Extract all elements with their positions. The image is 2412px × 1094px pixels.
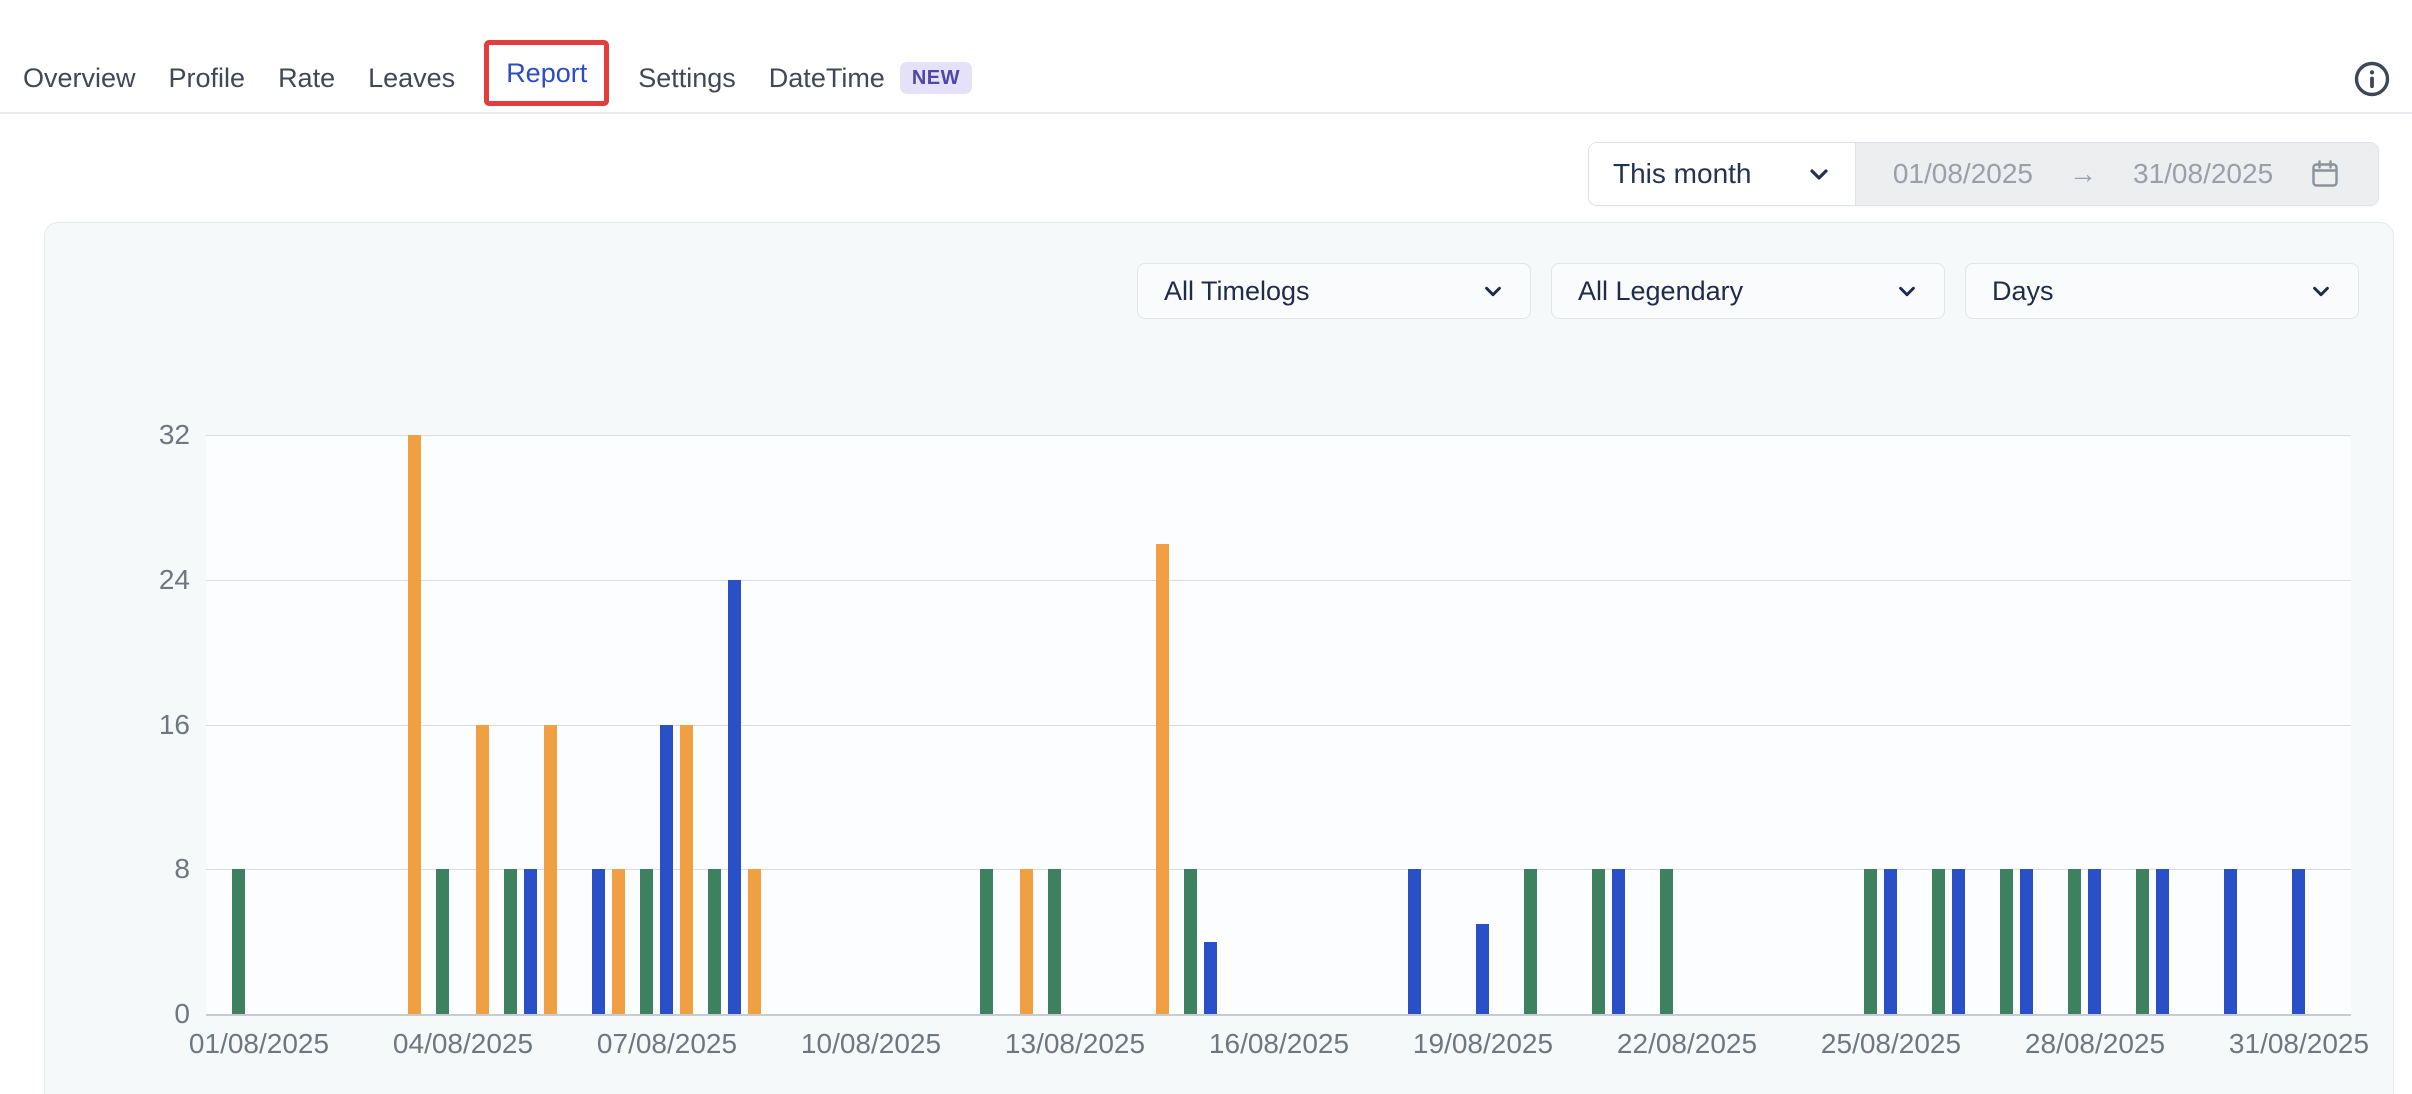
chart-filters: All Timelogs All Legendary Days <box>1137 263 2359 319</box>
y-axis-tick-label: 8 <box>174 853 190 885</box>
granularity-filter-label: Days <box>1992 275 2054 306</box>
arrow-right-icon: → <box>2069 158 2097 189</box>
bar-orange-04/08/2025 <box>476 724 489 1014</box>
info-icon[interactable] <box>2354 61 2390 97</box>
tab-leaves[interactable]: Leaves <box>368 63 456 93</box>
bar-green-08/08/2025 <box>708 869 721 1014</box>
x-axis-tick-label: 16/08/2025 <box>1208 1028 1350 1059</box>
y-axis-tick-label: 32 <box>158 419 190 450</box>
x-axis-tick-label: 31/08/2025 <box>2228 1028 2370 1059</box>
bar-green-13/08/2025 <box>1048 869 1061 1014</box>
bar-blue-27/08/2025 <box>2020 869 2033 1014</box>
bar-green-26/08/2025 <box>1932 869 1945 1014</box>
tab-report[interactable]: Report <box>506 58 588 88</box>
bar-blue-06/08/2025 <box>592 869 605 1014</box>
report-tab-highlight-box: Report <box>484 40 610 106</box>
gridline-y-0 <box>206 1014 2351 1016</box>
bar-orange-08/08/2025 <box>748 869 761 1014</box>
calendar-icon[interactable] <box>2309 158 2341 190</box>
bar-green-12/08/2025 <box>980 869 993 1014</box>
bar-blue-18/08/2025 <box>1408 869 1421 1014</box>
y-axis-tick-label: 0 <box>174 998 190 1029</box>
bar-blue-05/08/2025 <box>524 869 537 1014</box>
chevron-down-icon <box>1482 280 1504 302</box>
bar-green-21/08/2025 <box>1592 869 1605 1014</box>
chevron-down-icon <box>1807 162 1831 186</box>
legendary-filter-label: All Legendary <box>1578 275 1744 306</box>
bar-blue-30/08/2025 <box>2224 869 2237 1014</box>
gridline-y-8 <box>206 869 2351 871</box>
gridline-y-24 <box>206 579 2351 581</box>
bar-green-05/08/2025 <box>504 869 517 1014</box>
bar-blue-21/08/2025 <box>1612 869 1625 1014</box>
bar-green-04/08/2025 <box>436 869 449 1014</box>
date-preset-dropdown[interactable]: This month <box>1589 143 1855 205</box>
bar-green-07/08/2025 <box>640 869 653 1014</box>
date-preset-label: This month <box>1613 158 1752 189</box>
bar-green-29/08/2025 <box>2136 869 2149 1014</box>
tab-rate[interactable]: Rate <box>278 63 336 93</box>
bar-orange-12/08/2025 <box>1020 869 1033 1014</box>
y-axis-tick-label: 24 <box>158 563 190 595</box>
timelogs-filter-label: All Timelogs <box>1164 275 1310 306</box>
tab-settings[interactable]: Settings <box>638 63 736 93</box>
x-axis-tick-label: 22/08/2025 <box>1616 1028 1758 1059</box>
x-axis-tick-label: 04/08/2025 <box>392 1028 534 1059</box>
timelogs-filter-dropdown[interactable]: All Timelogs <box>1137 263 1531 319</box>
x-axis-tick-label: 07/08/2025 <box>596 1028 738 1059</box>
bar-green-27/08/2025 <box>2000 869 2013 1014</box>
end-date-value: 31/08/2025 <box>2133 158 2274 189</box>
bar-green-01/08/2025 <box>232 869 245 1014</box>
x-axis-tick-label: 28/08/2025 <box>2024 1028 2166 1059</box>
bar-blue-15/08/2025 <box>1204 941 1217 1014</box>
bar-green-15/08/2025 <box>1184 869 1197 1014</box>
legendary-filter-dropdown[interactable]: All Legendary <box>1551 263 1945 319</box>
x-axis-tick-label: 01/08/2025 <box>188 1028 330 1059</box>
x-axis-tick-label: 10/08/2025 <box>800 1028 942 1059</box>
tab-datetime[interactable]: DateTime <box>768 63 885 93</box>
bar-orange-07/08/2025 <box>680 724 693 1014</box>
bar-green-22/08/2025 <box>1660 869 1673 1014</box>
bar-orange-03/08/2025 <box>408 435 421 1014</box>
bar-blue-29/08/2025 <box>2156 869 2169 1014</box>
chevron-down-icon <box>2310 280 2332 302</box>
bar-blue-25/08/2025 <box>1884 869 1897 1014</box>
bar-blue-28/08/2025 <box>2088 869 2101 1014</box>
bar-chart-plot-area: 32 24 16 8 0 01/08/2025 04/08/2025 07/08/2025 10… <box>159 419 2369 1059</box>
y-axis-tick-label: 16 <box>158 708 190 740</box>
start-date-value: 01/08/2025 <box>1892 158 2033 189</box>
bar-blue-07/08/2025 <box>660 724 673 1014</box>
bar-blue-31/08/2025 <box>2292 869 2305 1014</box>
top-nav: Overview Profile Rate Leaves Report Sett… <box>0 0 2412 114</box>
new-badge: NEW <box>899 62 972 94</box>
gridline-y-32 <box>206 435 2351 436</box>
date-range-control: This month 01/08/2025 → 31/08/2025 <box>1588 142 2379 206</box>
granularity-filter-dropdown[interactable]: Days <box>1965 263 2359 319</box>
date-range-picker[interactable]: 01/08/2025 → 31/08/2025 <box>1855 143 2378 205</box>
chevron-down-icon <box>1896 280 1918 302</box>
bar-orange-06/08/2025 <box>612 869 625 1014</box>
bar-green-25/08/2025 <box>1864 869 1877 1014</box>
bar-blue-19/08/2025 <box>1476 923 1489 1014</box>
tab-overview[interactable]: Overview <box>23 63 136 93</box>
bar-blue-08/08/2025 <box>728 579 741 1014</box>
report-chart-panel: All Timelogs All Legendary Days 32 24 16 8 0… <box>44 222 2394 1094</box>
tab-profile[interactable]: Profile <box>168 63 246 93</box>
x-axis-tick-label: 25/08/2025 <box>1820 1028 1962 1059</box>
bar-blue-26/08/2025 <box>1952 869 1965 1014</box>
bar-green-28/08/2025 <box>2068 869 2081 1014</box>
bar-orange-14/08/2025 <box>1156 543 1169 1014</box>
x-axis-tick-label: 19/08/2025 <box>1412 1028 1554 1059</box>
x-axis-tick-label: 13/08/2025 <box>1004 1028 1146 1059</box>
gridline-y-16 <box>206 724 2351 726</box>
bar-green-20/08/2025 <box>1524 869 1537 1014</box>
bar-orange-05/08/2025 <box>544 724 557 1014</box>
